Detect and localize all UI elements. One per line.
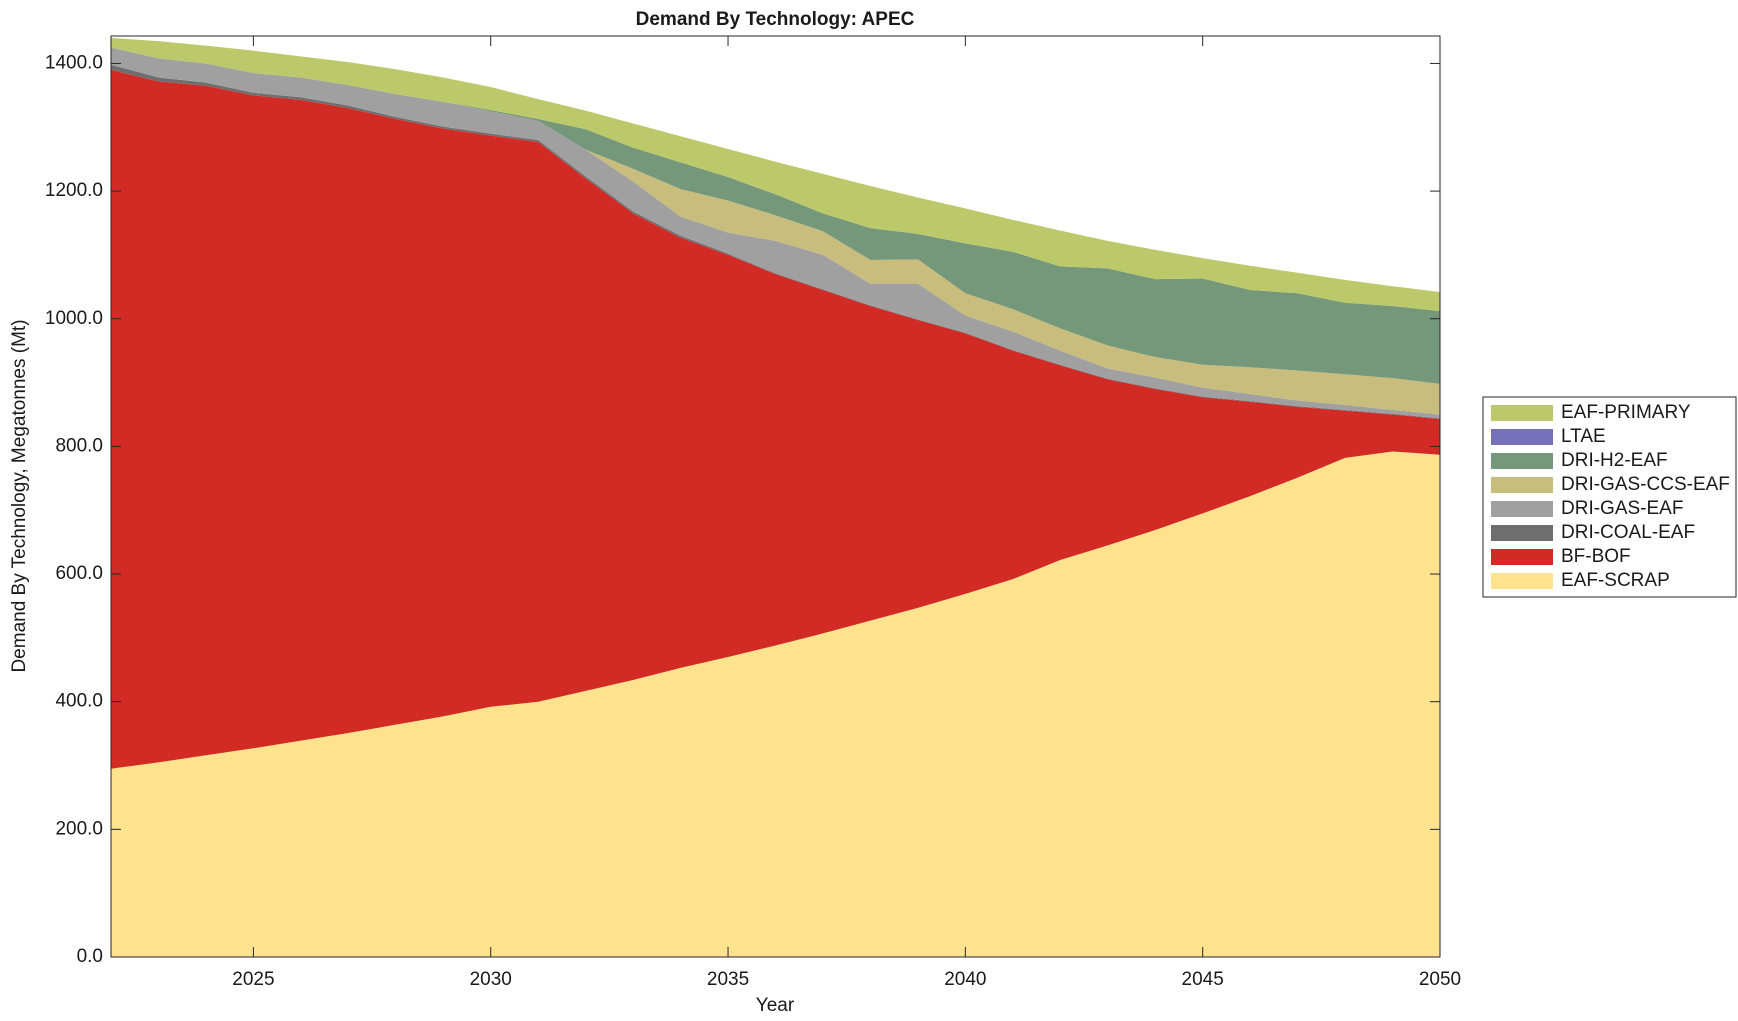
legend-label: DRI-COAL-EAF	[1561, 522, 1695, 543]
y-axis-label: Demand By Technology, Megatonnes (Mt)	[9, 319, 30, 672]
legend-swatch	[1491, 525, 1553, 541]
legend-swatch	[1491, 405, 1553, 421]
legend-swatch	[1491, 477, 1553, 493]
chart-title: Demand By Technology: APEC	[636, 9, 915, 30]
y-tick-label: 0.0	[77, 946, 103, 967]
x-tick-label: 2035	[707, 969, 749, 990]
legend-label: DRI-GAS-EAF	[1561, 498, 1683, 519]
legend-label: LTAE	[1561, 426, 1606, 447]
plot-area	[110, 35, 1441, 958]
legend-label: DRI-H2-EAF	[1561, 450, 1668, 471]
legend: EAF-PRIMARY LTAE DRI-H2-EAF DRI-GAS-CCS-EAF…	[1482, 396, 1737, 598]
x-axis-label: Year	[756, 995, 795, 1016]
area	[111, 451, 1440, 957]
x-tick-label: 2040	[944, 969, 986, 990]
y-tick-label: 1400.0	[45, 52, 103, 73]
y-tick-label: 800.0	[55, 435, 103, 456]
legend-swatch	[1491, 429, 1553, 445]
y-tick-label: 400.0	[55, 691, 103, 712]
y-tick-label: 1000.0	[45, 308, 103, 329]
y-tick-label: 600.0	[55, 563, 103, 584]
legend-swatch	[1491, 573, 1553, 589]
y-tick-label: 200.0	[55, 818, 103, 839]
x-tick-label: 2045	[1182, 969, 1224, 990]
area	[111, 69, 1440, 769]
x-tick-label: 2030	[470, 969, 512, 990]
legend-swatch	[1491, 549, 1553, 565]
axes-box	[110, 35, 1441, 958]
legend-swatch	[1491, 453, 1553, 469]
legend-label: BF-BOF	[1561, 546, 1631, 567]
area	[111, 47, 1440, 384]
area	[111, 47, 1440, 419]
legend-swatch	[1491, 501, 1553, 517]
area	[111, 37, 1440, 312]
x-tick-label: 2050	[1419, 969, 1461, 990]
legend-label: EAF-PRIMARY	[1561, 402, 1691, 423]
legend-label: DRI-GAS-CCS-EAF	[1561, 474, 1730, 495]
x-tick-label: 2025	[232, 969, 274, 990]
y-tick-label: 1200.0	[45, 180, 103, 201]
legend-label: EAF-SCRAP	[1561, 570, 1670, 591]
area	[111, 47, 1440, 415]
